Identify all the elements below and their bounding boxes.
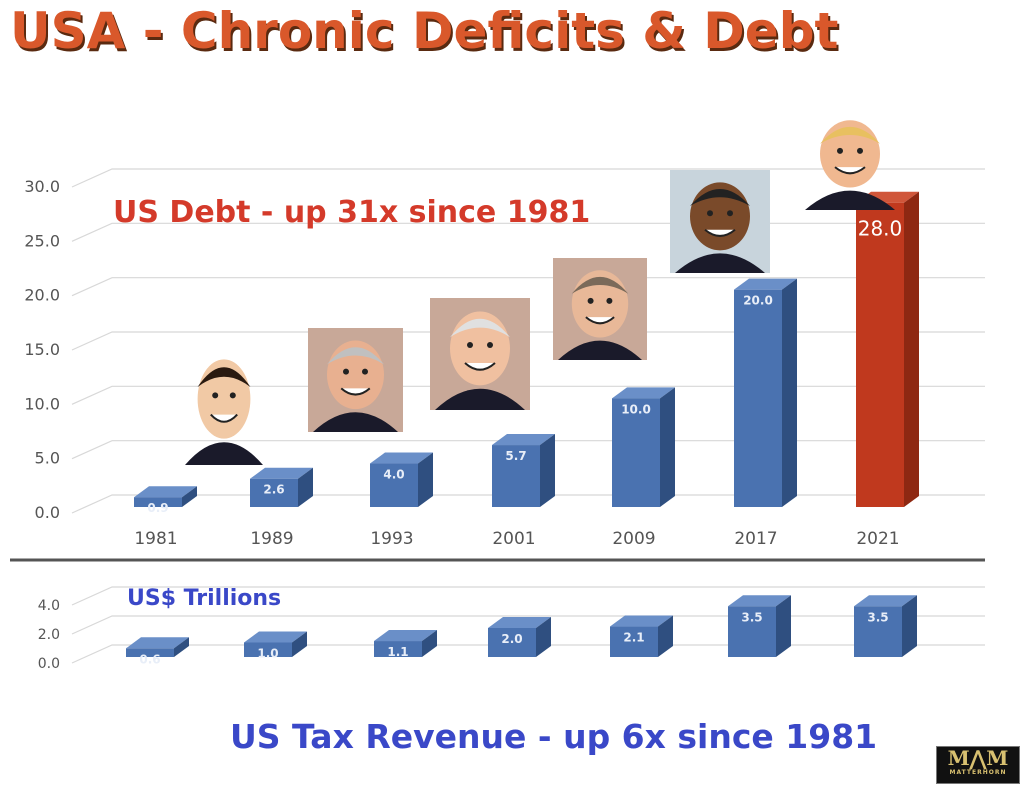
bar-top [728,595,791,607]
bar-top [244,631,307,643]
x-tick-label: 2021 [856,529,899,549]
bar-side [182,486,197,507]
bar-side [904,191,919,507]
caricature-trump-icon [805,120,895,210]
bar [374,641,422,657]
bar [854,606,902,657]
gridline [71,644,985,664]
chart-title: USA - Chronic Deficits & Debt [10,2,839,60]
data-label: 2.6 [263,483,284,497]
tax-annotation: US Tax Revenue - up 6x since 1981 [230,717,877,756]
caricature-bush-sr-icon [308,328,403,432]
bar-top [134,486,197,498]
y-tick-label: 25.0 [24,231,60,250]
logo-text: MATTERHORN [949,769,1007,776]
x-tick-label: 1989 [250,529,293,549]
data-label: 1.1 [387,645,408,659]
bar-side [418,452,433,507]
x-tick-label: 2001 [492,529,535,549]
data-label: 20.0 [743,294,773,308]
unit-label: US$ Trillions [127,586,281,611]
bar [734,289,782,507]
data-label: 3.5 [867,610,888,624]
x-tick-label: 1981 [134,529,177,549]
debt-annotation: US Debt - up 31x since 1981 [113,195,590,230]
y-tick-label: 10.0 [24,394,60,413]
data-label: 2.1 [623,631,644,645]
y-tick-label: 0.0 [38,656,60,672]
y-tick-label: 0.0 [35,503,60,522]
bar-side [292,631,307,657]
bar-side [536,617,551,657]
bar [250,478,298,507]
y-tick-label: 5.0 [35,449,60,468]
y-tick-label: 20.0 [24,286,60,305]
data-label: 28.0 [858,217,903,241]
bar [134,497,182,507]
gridline [71,168,985,188]
bar-top [612,387,675,399]
bar [610,626,658,657]
y-tick-label: 30.0 [24,177,60,196]
data-label: 4.0 [383,468,404,482]
bar-side [902,595,917,657]
x-tick-label: 2017 [734,529,777,549]
gridline [71,494,985,514]
gridline [71,615,985,635]
gridline [71,331,985,351]
bar-side [776,595,791,657]
bar-top [126,637,189,649]
y-tick-label: 2.0 [38,627,60,643]
gridline [71,385,985,405]
bar [126,648,174,657]
y-tick-label: 15.0 [24,340,60,359]
matterhorn-logo: M⋀M MATTERHORN [936,746,1020,784]
data-label: 2.0 [501,632,522,646]
bar [728,606,776,657]
data-label: 0.6 [139,652,160,666]
bar-top [492,434,555,446]
bar [488,628,536,657]
bar-side [540,434,555,507]
bar-side [298,467,313,507]
bar-top [488,617,551,628]
bar-top [734,278,797,290]
y-tick-label: 4.0 [38,598,60,614]
x-tick-label: 1993 [370,529,413,549]
bar-top [374,630,437,642]
data-label: 1.0 [257,647,278,661]
bar-side [658,615,673,657]
logo-mark: M⋀M [947,746,1009,770]
caricature-reagan-icon [185,359,263,465]
x-tick-label: 2009 [612,529,655,549]
bar [244,642,292,657]
gridline [71,440,985,460]
caricature-bush-jr-icon [553,258,647,360]
bar-side [782,278,797,507]
bar-side [422,630,437,657]
bar [370,463,418,507]
bar [612,398,660,507]
bar [492,445,540,507]
data-label: 10.0 [621,402,651,416]
bar [856,202,904,507]
bar-top [370,452,433,464]
bar-side [660,387,675,507]
bar-side [174,637,189,657]
data-label: 0.9 [147,501,168,515]
caricature-clinton-icon [430,298,530,410]
bar-top [854,595,917,607]
caricature-obama-icon [670,170,770,273]
gridline [71,277,985,297]
data-label: 3.5 [741,610,762,624]
gridline [71,586,985,606]
bar-top [610,615,673,627]
data-label: 5.7 [505,449,526,463]
bar-top [250,467,313,479]
